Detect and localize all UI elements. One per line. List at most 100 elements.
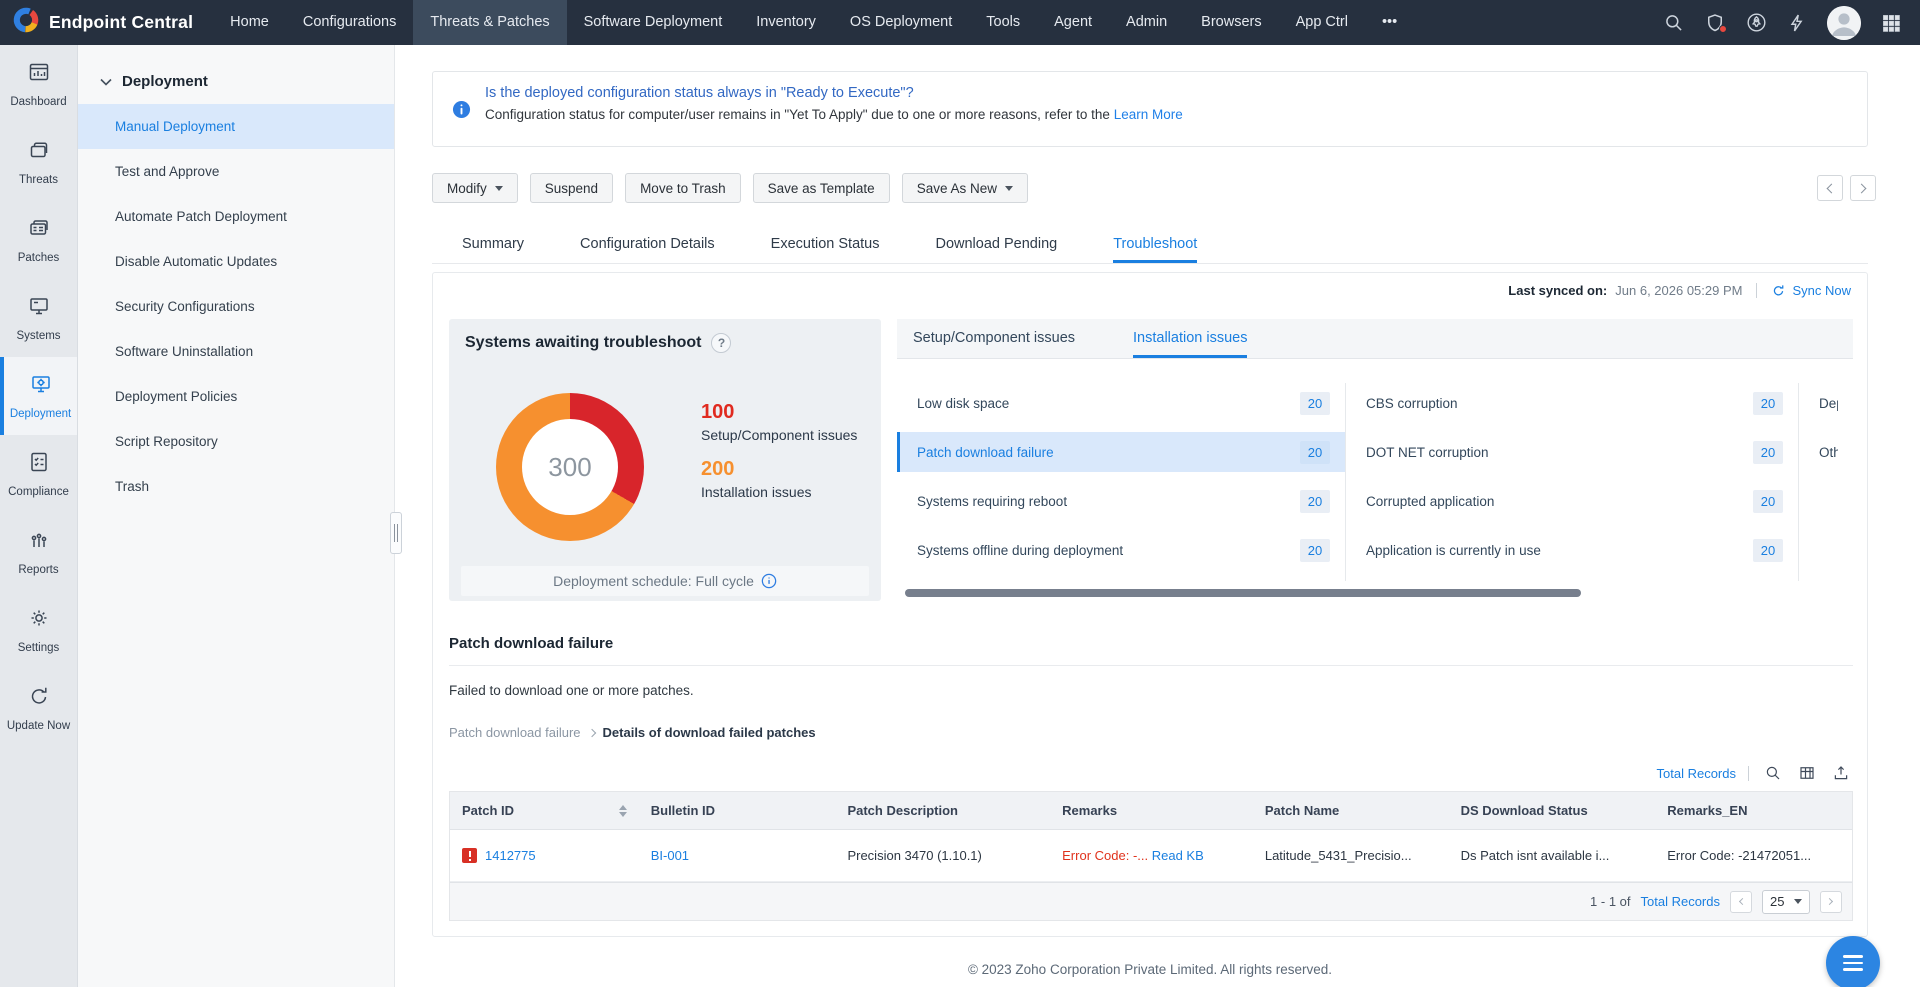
legend-value-setup[interactable]: 100 bbox=[701, 401, 735, 423]
bulletin-id-link[interactable]: BI-001 bbox=[650, 848, 690, 863]
save-as-template-button[interactable]: Save as Template bbox=[752, 173, 890, 203]
tree-item-deployment-policies[interactable]: Deployment Policies bbox=[115, 389, 238, 404]
next-record-button[interactable] bbox=[1850, 175, 1876, 201]
rail-item-dashboard[interactable]: Dashboard bbox=[0, 45, 77, 123]
nav-item-admin[interactable]: Admin bbox=[1126, 14, 1168, 30]
export-icon[interactable] bbox=[1831, 763, 1851, 783]
issue-row-cbs-corruption[interactable]: CBS corruption 20 bbox=[1346, 383, 1798, 423]
apps-grid-icon[interactable] bbox=[1880, 12, 1902, 34]
rail-item-settings[interactable]: Settings bbox=[0, 591, 77, 669]
rail-item-update-now[interactable]: Update Now bbox=[0, 669, 77, 747]
issue-count-badge[interactable]: 20 bbox=[1300, 391, 1330, 415]
tab-execution-status[interactable]: Execution Status bbox=[770, 236, 880, 252]
learn-more-link[interactable]: Learn More bbox=[1113, 107, 1183, 122]
issue-count-badge[interactable]: 20 bbox=[1753, 538, 1783, 562]
column-header-remarks-en[interactable]: Remarks_EN bbox=[1667, 803, 1748, 818]
rail-item-patches[interactable]: Patches bbox=[0, 201, 77, 279]
sort-icon[interactable] bbox=[618, 804, 627, 817]
issue-row-systems-offline-during-deployment[interactable]: Systems offline during deployment 20 bbox=[897, 530, 1345, 570]
save-as-new-button[interactable]: Save As New bbox=[901, 173, 1028, 203]
nav-item-home[interactable]: Home bbox=[230, 14, 269, 30]
issue-row-clipped[interactable]: Other bbox=[1819, 444, 1838, 460]
legend-value-installation[interactable]: 200 bbox=[701, 458, 735, 481]
issue-row-application-in-use[interactable]: Application is currently in use 20 bbox=[1346, 530, 1798, 570]
tree-item-trash[interactable]: Trash bbox=[115, 479, 150, 494]
nav-item-tools[interactable]: Tools bbox=[986, 14, 1021, 30]
issue-row-systems-requiring-reboot[interactable]: Systems requiring reboot 20 bbox=[897, 481, 1345, 521]
tab-configuration-details[interactable]: Configuration Details bbox=[580, 236, 715, 252]
rail-item-threats[interactable]: Threats bbox=[0, 123, 77, 201]
sidebar-collapse-handle[interactable] bbox=[390, 512, 402, 554]
tree-item-software-uninstallation[interactable]: Software Uninstallation bbox=[115, 344, 254, 359]
user-avatar[interactable] bbox=[1827, 5, 1861, 40]
move-to-trash-button[interactable]: Move to Trash bbox=[625, 173, 741, 203]
nav-item-inventory[interactable]: Inventory bbox=[756, 14, 816, 30]
deployment-schedule[interactable]: Deployment schedule: Full cycle bbox=[461, 566, 869, 596]
column-header-bulletin-id[interactable]: Bulletin ID bbox=[650, 803, 716, 818]
total-records-link[interactable]: Total Records bbox=[1657, 765, 1749, 781]
issue-row-dot-net-corruption[interactable]: DOT NET corruption 20 bbox=[1346, 432, 1798, 472]
issue-row-low-disk-space[interactable]: Low disk space 20 bbox=[897, 383, 1345, 423]
pagination-total-records-link[interactable]: Total Records bbox=[1640, 894, 1720, 909]
search-icon[interactable] bbox=[1763, 763, 1783, 783]
brand[interactable]: Endpoint Central bbox=[0, 0, 213, 45]
issue-count-badge[interactable]: 20 bbox=[1753, 440, 1783, 464]
horizontal-scrollbar-thumb[interactable] bbox=[905, 589, 1581, 597]
tree-header-deployment[interactable]: Deployment bbox=[78, 45, 394, 104]
patch-id-link[interactable]: 1412775 bbox=[485, 848, 536, 863]
column-header-patch-name[interactable]: Patch Name bbox=[1264, 803, 1340, 818]
column-header-patch-description[interactable]: Patch Description bbox=[847, 803, 958, 818]
column-header-patch-id[interactable]: Patch ID bbox=[450, 792, 639, 829]
modify-button[interactable]: Modify bbox=[432, 173, 518, 203]
column-chooser-icon[interactable] bbox=[1797, 763, 1817, 783]
tab-setup-component-issues[interactable]: Setup/Component issues bbox=[913, 330, 1076, 346]
breadcrumb-patch-download-failure[interactable]: Patch download failure bbox=[449, 725, 581, 740]
tab-troubleshoot[interactable]: Troubleshoot bbox=[1113, 227, 1198, 263]
tree-item-script-repository[interactable]: Script Repository bbox=[115, 434, 218, 449]
issue-row-clipped[interactable]: Deplo bbox=[1819, 395, 1838, 411]
tab-download-pending[interactable]: Download Pending bbox=[935, 236, 1058, 252]
issue-count-badge[interactable]: 20 bbox=[1300, 440, 1330, 464]
nav-item-os-deployment[interactable]: OS Deployment bbox=[849, 14, 953, 30]
tree-item-security-configurations[interactable]: Security Configurations bbox=[115, 299, 255, 314]
troubleshoot-donut-chart[interactable]: 300 bbox=[496, 393, 644, 541]
tree-item-disable-automatic-updates[interactable]: Disable Automatic Updates bbox=[115, 254, 278, 269]
tree-item-automate-patch-deployment[interactable]: Automate Patch Deployment bbox=[115, 209, 287, 224]
nav-item-agent[interactable]: Agent bbox=[1054, 14, 1093, 30]
search-icon[interactable] bbox=[1663, 12, 1685, 34]
nav-item-more[interactable]: ••• bbox=[1381, 14, 1398, 30]
previous-record-button[interactable] bbox=[1817, 175, 1843, 201]
issue-count-badge[interactable]: 20 bbox=[1753, 391, 1783, 415]
column-header-ds-download-status[interactable]: DS Download Status bbox=[1460, 803, 1588, 818]
pagination-next-button[interactable] bbox=[1820, 890, 1842, 913]
rail-item-compliance[interactable]: Compliance bbox=[0, 435, 77, 513]
shield-icon[interactable] bbox=[1704, 12, 1727, 34]
suspend-button[interactable]: Suspend bbox=[529, 173, 614, 203]
nav-item-configurations[interactable]: Configurations bbox=[302, 14, 397, 30]
rail-item-deployment[interactable]: Deployment bbox=[0, 357, 77, 435]
pagination-prev-button[interactable] bbox=[1730, 890, 1752, 913]
nav-item-threats-patches[interactable]: Threats & Patches bbox=[413, 0, 567, 45]
issue-count-badge[interactable]: 20 bbox=[1753, 489, 1783, 513]
per-page-select[interactable]: 25 bbox=[1762, 889, 1810, 914]
issue-row-corrupted-application[interactable]: Corrupted application 20 bbox=[1346, 481, 1798, 521]
read-kb-link[interactable]: Read KB bbox=[1151, 848, 1204, 863]
rail-item-systems[interactable]: Systems bbox=[0, 279, 77, 357]
tab-installation-issues[interactable]: Installation issues bbox=[1133, 319, 1248, 358]
tree-item-manual-deployment[interactable]: Manual Deployment bbox=[78, 104, 394, 149]
nav-item-app-ctrl[interactable]: App Ctrl bbox=[1295, 14, 1348, 30]
issue-count-badge[interactable]: 20 bbox=[1300, 489, 1330, 513]
tree-item-test-and-approve[interactable]: Test and Approve bbox=[115, 164, 220, 179]
issue-count-badge[interactable]: 20 bbox=[1300, 538, 1330, 562]
banner-title[interactable]: Is the deployed configuration status alw… bbox=[485, 85, 914, 101]
nav-item-software-deployment[interactable]: Software Deployment bbox=[583, 14, 723, 30]
sync-now-button[interactable]: Sync Now bbox=[1771, 283, 1851, 298]
nav-item-browsers[interactable]: Browsers bbox=[1201, 14, 1262, 30]
help-icon[interactable]: ? bbox=[711, 333, 732, 353]
flash-icon[interactable] bbox=[1786, 12, 1808, 34]
quick-actions-fab[interactable] bbox=[1826, 936, 1880, 987]
issue-row-patch-download-failure[interactable]: Patch download failure 20 bbox=[897, 432, 1345, 472]
tab-summary[interactable]: Summary bbox=[462, 236, 525, 252]
rail-item-reports[interactable]: Reports bbox=[0, 513, 77, 591]
column-header-remarks[interactable]: Remarks bbox=[1062, 803, 1118, 818]
